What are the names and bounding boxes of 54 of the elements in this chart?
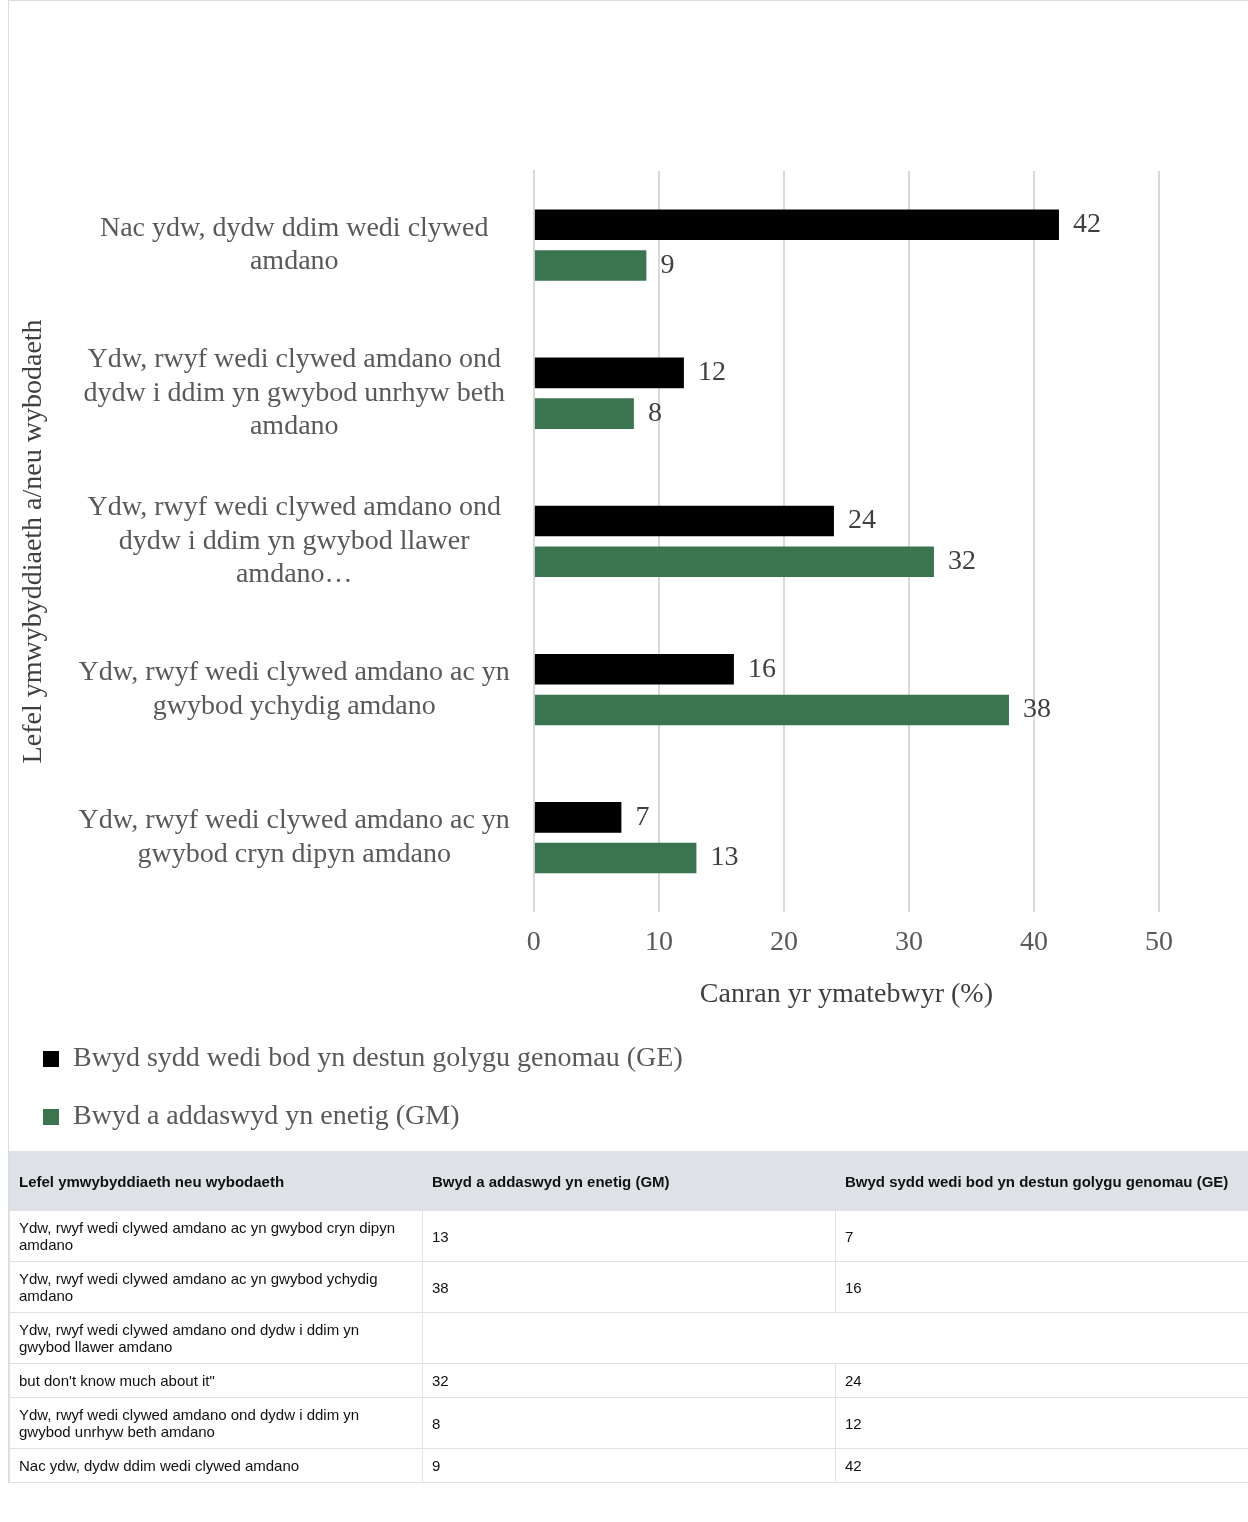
data-label: 7 <box>635 799 650 831</box>
bar <box>534 802 622 833</box>
y-tick-label: Ydw, rwyf wedi clywed amdano ond dydw i ddim yn gwybod unrhyw beth amdano <box>83 342 505 441</box>
y-tick-label: Ydw, rwyf wedi clywed amdano ac yn gwybod cryn dipyn amdano <box>78 803 510 868</box>
y-tick-label: Ydw, rwyf wedi clywed amdano ac yn gwybod ychydig amdano <box>78 655 510 720</box>
text: Ydw, rwyf wedi clywed amdano ond dydw i ddim yn gwybod unrhyw beth amdano <box>9 1397 423 1449</box>
text: 16 <box>835 1261 1248 1313</box>
y-tick-label: Ydw, rwyf wedi clywed amdano ond dydw i ddim yn gwybod llawer amdano… <box>87 490 501 589</box>
text: 12 <box>835 1397 1248 1449</box>
data-label: 9 <box>660 247 675 279</box>
x-tick-label: 0 <box>526 924 541 956</box>
bar <box>534 209 1059 240</box>
bar <box>534 842 697 874</box>
y-axis-title: Lefel ymwybyddiaeth a/neu wybodaeth <box>16 319 48 764</box>
legend-label: Bwyd a addaswyd yn enetig (GM) <box>73 1099 460 1131</box>
bar <box>534 694 1009 726</box>
x-tick-label: 10 <box>644 924 673 956</box>
bar <box>534 398 634 429</box>
data-label: 24 <box>847 503 876 535</box>
text: Ydw, rwyf wedi clywed amdano ac yn gwybod ychydig amdano <box>9 1261 423 1313</box>
x-axis-title: Canran yr ymatebwyr (%) <box>699 976 993 1008</box>
x-tick-label: 30 <box>894 924 923 956</box>
text: 42 <box>835 1448 1248 1483</box>
x-tick-label: 40 <box>1019 924 1048 956</box>
bar <box>534 505 834 537</box>
text: but don't know much about it" <box>9 1363 423 1398</box>
bar <box>534 653 734 685</box>
bar <box>534 546 934 578</box>
data-label: 8 <box>647 395 662 427</box>
text: 38 <box>422 1261 836 1313</box>
bar <box>534 250 647 281</box>
bar <box>534 357 684 389</box>
data-label: 42 <box>1072 207 1101 239</box>
text: Bwyd a addaswyd yn enetig (GM) <box>422 1151 836 1211</box>
data-label: 38 <box>1022 692 1051 724</box>
text: 9 <box>422 1448 836 1483</box>
text: 13 <box>422 1210 836 1262</box>
data-label: 12 <box>697 355 726 387</box>
data-label: 32 <box>947 544 976 576</box>
text: 24 <box>835 1363 1248 1398</box>
text: Lefel ymwybyddiaeth neu wybodaeth <box>9 1151 423 1211</box>
x-tick-label: 20 <box>769 924 798 956</box>
text: 7 <box>835 1210 1248 1262</box>
data-label: 13 <box>710 840 739 872</box>
legend-label: Bwyd sydd wedi bod yn destun golygu genomau (GE) <box>73 1041 683 1073</box>
text: Ydw, rwyf wedi clywed amdano ac yn gwybod cryn dipyn amdano <box>9 1210 423 1262</box>
text: Bwyd sydd wedi bod yn destun golygu genomau (GE) <box>835 1151 1248 1211</box>
data-label: 16 <box>747 651 776 683</box>
text: Ydw, rwyf wedi clywed amdano ond dydw i ddim yn gwybod llawer amdano <box>9 1312 423 1364</box>
text: 8 <box>422 1397 836 1449</box>
x-tick-label: 50 <box>1145 924 1173 956</box>
text: 32 <box>422 1363 836 1398</box>
y-tick-label: Nac ydw, dydw ddim wedi clywed amdano <box>99 210 489 276</box>
text: Nac ydw, dydw ddim wedi clywed amdano <box>9 1448 423 1483</box>
